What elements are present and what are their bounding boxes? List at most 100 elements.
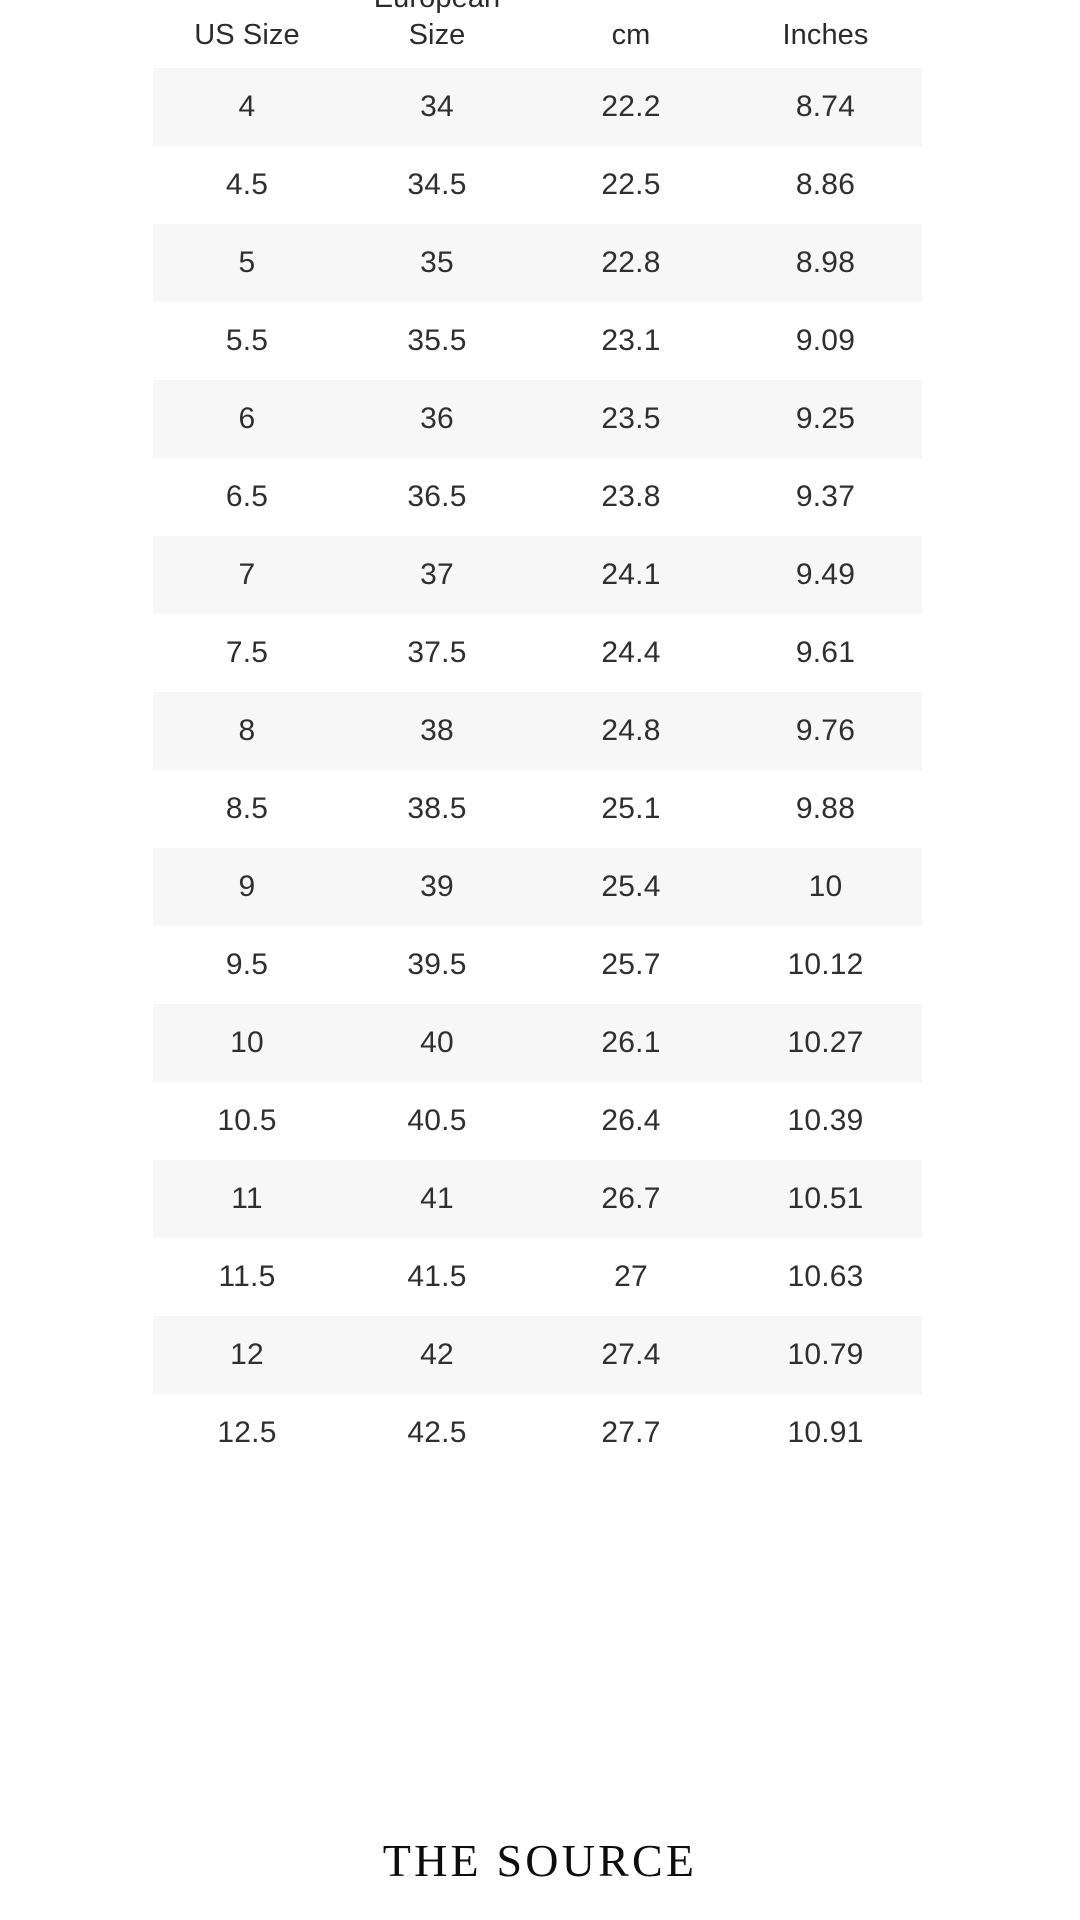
cell-inches: 8.74 xyxy=(729,68,922,147)
cell-inches: 10 xyxy=(729,848,922,927)
table-row: 4 34 22.2 8.74 xyxy=(153,68,922,147)
table-row: 4.5 34.5 22.5 8.86 xyxy=(153,146,922,225)
cell-european-size: 38.5 xyxy=(341,770,533,849)
cell-cm: 25.4 xyxy=(533,848,729,927)
cell-european-size: 34 xyxy=(341,68,533,147)
table-row: 7.5 37.5 24.4 9.61 xyxy=(153,614,922,693)
table-row: 7 37 24.1 9.49 xyxy=(153,536,922,615)
table-row: 5 35 22.8 8.98 xyxy=(153,224,922,303)
cell-us-size: 9.5 xyxy=(153,926,341,1005)
cell-us-size: 8 xyxy=(153,692,341,771)
cell-cm: 22.2 xyxy=(533,68,729,147)
column-header-european-size: European Size xyxy=(341,0,533,69)
cell-inches: 10.51 xyxy=(729,1160,922,1239)
cell-cm: 27.4 xyxy=(533,1316,729,1395)
cell-cm: 22.5 xyxy=(533,146,729,225)
table-row: 6 36 23.5 9.25 xyxy=(153,380,922,459)
cell-us-size: 11 xyxy=(153,1160,341,1239)
cell-cm: 23.8 xyxy=(533,458,729,537)
cell-european-size: 42.5 xyxy=(341,1394,533,1473)
cell-cm: 27 xyxy=(533,1238,729,1317)
table-row: 12.5 42.5 27.7 10.91 xyxy=(153,1394,922,1473)
cell-cm: 22.8 xyxy=(533,224,729,303)
cell-cm: 24.4 xyxy=(533,614,729,693)
table-row: 5.5 35.5 23.1 9.09 xyxy=(153,302,922,381)
cell-european-size: 42 xyxy=(341,1316,533,1395)
cell-inches: 9.61 xyxy=(729,614,922,693)
cell-us-size: 12 xyxy=(153,1316,341,1395)
cell-inches: 8.86 xyxy=(729,146,922,225)
table-header: US Size European Size cm Inches xyxy=(153,0,922,69)
cell-european-size: 41.5 xyxy=(341,1238,533,1317)
cell-inches: 10.27 xyxy=(729,1004,922,1083)
cell-cm: 26.1 xyxy=(533,1004,729,1083)
cell-inches: 9.49 xyxy=(729,536,922,615)
cell-european-size: 35 xyxy=(341,224,533,303)
brand-wordmark: THE SOURCE xyxy=(382,1835,698,1886)
cell-us-size: 7.5 xyxy=(153,614,341,693)
cell-us-size: 4.5 xyxy=(153,146,341,225)
table-row: 6.5 36.5 23.8 9.37 xyxy=(153,458,922,537)
cell-european-size: 37.5 xyxy=(341,614,533,693)
cell-inches: 8.98 xyxy=(729,224,922,303)
table-body: 4 34 22.2 8.74 4.5 34.5 22.5 8.86 5 35 22.8 8.98 5.5… xyxy=(153,68,922,1473)
cell-us-size: 10.5 xyxy=(153,1082,341,1161)
cell-us-size: 11.5 xyxy=(153,1238,341,1317)
cell-inches: 9.76 xyxy=(729,692,922,771)
table-row: 11 41 26.7 10.51 xyxy=(153,1160,922,1239)
cell-inches: 9.88 xyxy=(729,770,922,849)
cell-european-size: 35.5 xyxy=(341,302,533,381)
cell-us-size: 9 xyxy=(153,848,341,927)
table-row: 11.5 41.5 27 10.63 xyxy=(153,1238,922,1317)
column-header-inches: Inches xyxy=(729,0,922,69)
table-row: 8.5 38.5 25.1 9.88 xyxy=(153,770,922,849)
table-row: 8 38 24.8 9.76 xyxy=(153,692,922,771)
cell-cm: 23.1 xyxy=(533,302,729,381)
cell-inches: 10.79 xyxy=(729,1316,922,1395)
cell-us-size: 12.5 xyxy=(153,1394,341,1473)
cell-inches: 10.39 xyxy=(729,1082,922,1161)
column-header-cm: cm xyxy=(533,0,729,69)
cell-european-size: 36 xyxy=(341,380,533,459)
table-row: 9 39 25.4 10 xyxy=(153,848,922,927)
cell-european-size: 39 xyxy=(341,848,533,927)
table-row: 10 40 26.1 10.27 xyxy=(153,1004,922,1083)
cell-european-size: 40 xyxy=(341,1004,533,1083)
cell-us-size: 6.5 xyxy=(153,458,341,537)
table-row: 10.5 40.5 26.4 10.39 xyxy=(153,1082,922,1161)
cell-inches: 9.09 xyxy=(729,302,922,381)
cell-european-size: 40.5 xyxy=(341,1082,533,1161)
cell-us-size: 5.5 xyxy=(153,302,341,381)
cell-us-size: 10 xyxy=(153,1004,341,1083)
cell-inches: 10.63 xyxy=(729,1238,922,1317)
cell-cm: 26.7 xyxy=(533,1160,729,1239)
cell-cm: 26.4 xyxy=(533,1082,729,1161)
cell-inches: 9.25 xyxy=(729,380,922,459)
cell-european-size: 34.5 xyxy=(341,146,533,225)
cell-cm: 24.1 xyxy=(533,536,729,615)
cell-us-size: 4 xyxy=(153,68,341,147)
column-header-us-size: US Size xyxy=(153,0,341,69)
cell-cm: 25.7 xyxy=(533,926,729,1005)
cell-european-size: 36.5 xyxy=(341,458,533,537)
table-row: 9.5 39.5 25.7 10.12 xyxy=(153,926,922,1005)
cell-european-size: 38 xyxy=(341,692,533,771)
cell-us-size: 6 xyxy=(153,380,341,459)
cell-inches: 9.37 xyxy=(729,458,922,537)
cell-us-size: 8.5 xyxy=(153,770,341,849)
cell-cm: 27.7 xyxy=(533,1394,729,1473)
cell-inches: 10.91 xyxy=(729,1394,922,1473)
cell-cm: 23.5 xyxy=(533,380,729,459)
table-row: 12 42 27.4 10.79 xyxy=(153,1316,922,1395)
size-conversion-table: US Size European Size cm Inches 43422.28… xyxy=(153,0,922,1473)
cell-european-size: 39.5 xyxy=(341,926,533,1005)
table-header-row: US Size European Size cm Inches xyxy=(153,0,922,69)
cell-european-size: 41 xyxy=(341,1160,533,1239)
size-chart: US Size European Size cm Inches 43422.28… xyxy=(153,0,922,1473)
cell-european-size: 37 xyxy=(341,536,533,615)
brand-footer: THE SOURCE xyxy=(0,1838,1080,1884)
cell-us-size: 7 xyxy=(153,536,341,615)
cell-us-size: 5 xyxy=(153,224,341,303)
cell-cm: 24.8 xyxy=(533,692,729,771)
cell-cm: 25.1 xyxy=(533,770,729,849)
